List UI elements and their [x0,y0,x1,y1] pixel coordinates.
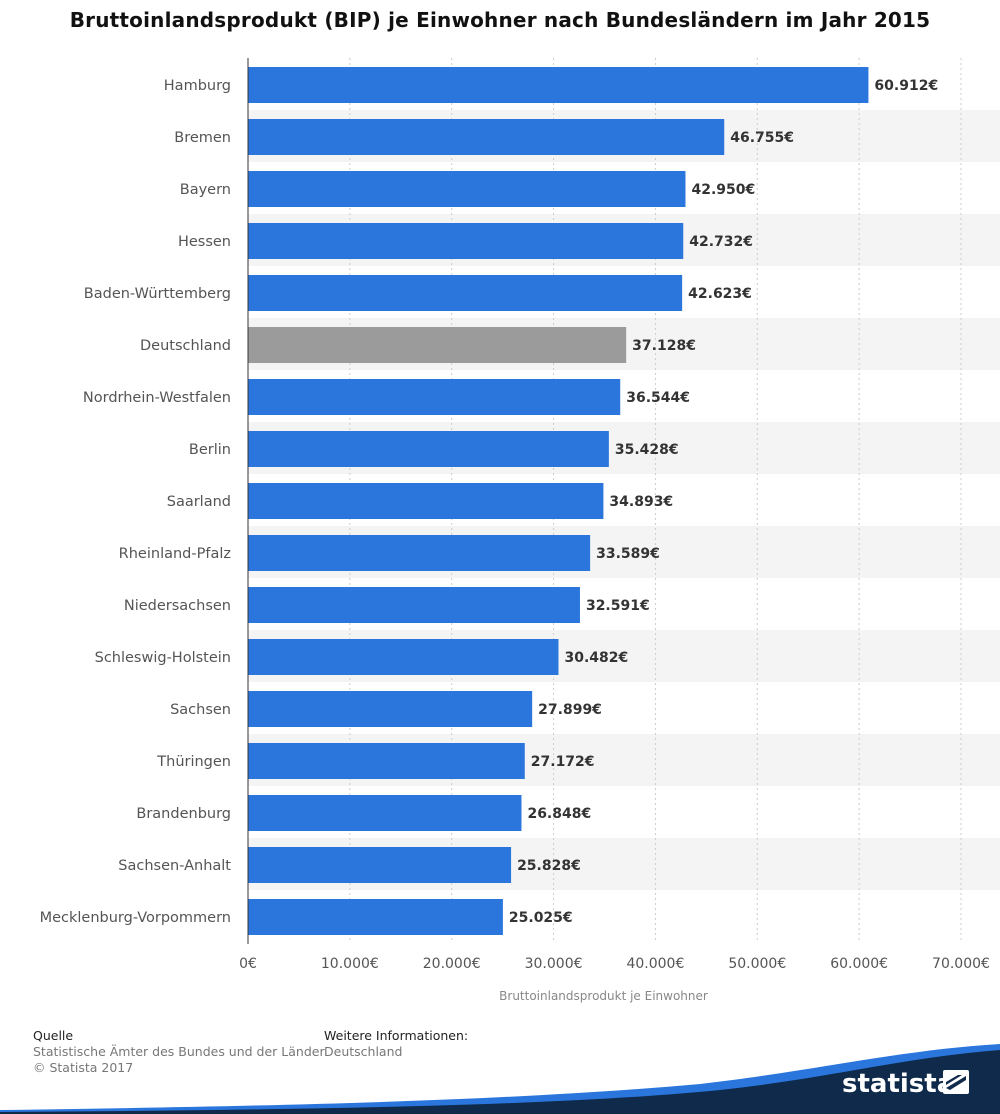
category-labels: Hamburg Bremen Bayern Hessen Baden-Württembe… [40,78,232,926]
bar [248,743,525,779]
bars [248,67,869,935]
value-label: 25.828€ [517,858,581,874]
category-label: Schleswig-Holstein [95,650,231,666]
value-label: 27.899€ [538,702,602,718]
bar [248,483,604,519]
value-label: 34.893€ [609,494,673,510]
category-label: Bayern [180,182,231,198]
x-tick-label: 30.000€ [525,956,583,972]
copyright-text: © Statista 2017 [33,1060,134,1075]
category-label: Sachsen [170,702,231,718]
category-label: Sachsen-Anhalt [118,858,231,874]
bar [248,847,512,883]
category-label: Hessen [178,234,231,250]
source-text: Statistische Ämter des Bundes und der Lä… [33,1044,325,1059]
category-label: Thüringen [156,754,231,770]
value-label: 60.912€ [874,78,938,94]
category-label: Niedersachsen [124,598,231,614]
x-tick-labels: 0€ 10.000€ 20.000€ 30.000€ 40.000€ 50.000€ 60.… [239,956,990,972]
value-label: 46.755€ [730,130,794,146]
source-heading: Quelle [33,1028,74,1043]
bar [248,223,684,259]
category-label: Saarland [167,494,231,510]
value-label: 26.848€ [527,806,591,822]
info-heading: Weitere Informationen: [324,1028,469,1043]
category-label: Berlin [189,442,231,458]
footer-info: Weitere Informationen: Deutschland [324,1028,468,1060]
value-label: 42.950€ [691,182,755,198]
value-label: 32.591€ [586,598,650,614]
x-tick-label: 50.000€ [728,956,786,972]
value-label: 27.172€ [531,754,595,770]
bar [248,275,683,311]
chart-title: Bruttoinlandsprodukt (BIP) je Einwohner … [69,8,931,32]
x-tick-label: 40.000€ [626,956,684,972]
value-label: 25.025€ [509,910,573,926]
category-label: Brandenburg [136,806,231,822]
category-label: Nordrhein-Westfalen [83,390,231,406]
x-axis-title: Bruttoinlandsprodukt je Einwohner [499,989,708,1003]
x-tick-label: 0€ [239,956,257,972]
value-label: 30.482€ [564,650,628,666]
bar [248,67,869,103]
bar [248,795,522,831]
value-label: 37.128€ [632,338,696,354]
x-tick-label: 70.000€ [932,956,990,972]
value-label: 33.589€ [596,546,660,562]
category-label: Mecklenburg-Vorpommern [40,910,231,926]
category-label: Hamburg [164,78,231,94]
category-label: Bremen [174,130,231,146]
x-tick-label: 20.000€ [423,956,481,972]
footer-source: Quelle Statistische Ämter des Bundes und… [33,1028,325,1076]
statista-logo-icon [943,1070,969,1094]
bar [248,379,621,415]
bar [248,535,591,571]
x-tick-label: 10.000€ [321,956,379,972]
value-label: 35.428€ [615,442,679,458]
x-tick-label: 60.000€ [830,956,888,972]
bar [248,587,580,623]
bar [248,899,503,935]
bar [248,431,609,467]
bar [248,691,533,727]
bar [248,327,627,363]
bar [248,171,686,207]
value-label: 36.544€ [626,390,690,406]
value-label: 42.623€ [688,286,752,302]
category-label: Deutschland [140,338,231,354]
brand-footer: statista [0,1044,1000,1114]
value-label: 42.732€ [689,234,753,250]
brand-name: statista [842,1069,954,1099]
category-label: Baden-Württemberg [84,286,231,302]
bar-chart: Hamburg Bremen Bayern Hessen Baden-Württembe… [40,58,1000,1003]
bar [248,119,725,155]
value-labels: 60.912€ 46.755€ 42.950€ 42.732€ 42.623€ 37.12… [509,78,938,926]
brand-wave-dark [0,1050,1000,1114]
info-text: Deutschland [324,1044,403,1059]
bar [248,639,559,675]
category-label: Rheinland-Pfalz [119,546,231,562]
